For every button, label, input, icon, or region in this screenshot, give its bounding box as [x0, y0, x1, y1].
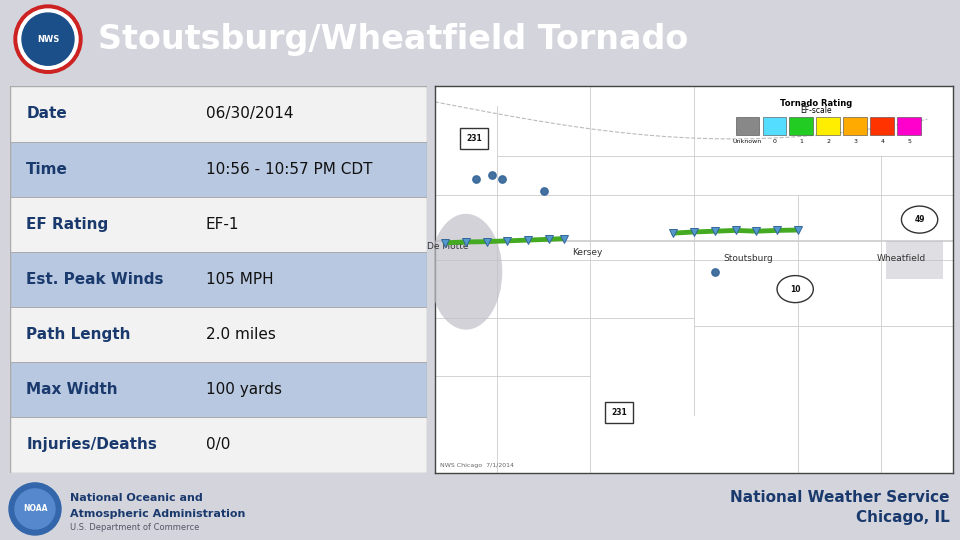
Text: Est. Peak Winds: Est. Peak Winds: [26, 272, 164, 287]
Text: Tornado Rating: Tornado Rating: [780, 99, 852, 107]
Text: Chicago, IL: Chicago, IL: [856, 510, 950, 525]
Text: 0/0: 0/0: [205, 437, 230, 453]
Bar: [871, 117, 894, 134]
Text: 5: 5: [907, 139, 911, 144]
Bar: [10, 141, 427, 197]
Text: 0: 0: [773, 139, 777, 144]
Text: Unknown: Unknown: [732, 139, 762, 144]
Ellipse shape: [430, 214, 502, 329]
Point: [494, 175, 510, 184]
Text: Injuries/Deaths: Injuries/Deaths: [26, 437, 157, 453]
Text: Wheatfield: Wheatfield: [876, 254, 926, 263]
Text: National Oceanic and: National Oceanic and: [70, 493, 203, 503]
Text: Path Length: Path Length: [26, 327, 131, 342]
Bar: [886, 241, 943, 280]
Text: 1: 1: [800, 139, 804, 144]
Text: Time: Time: [26, 161, 68, 177]
Bar: [735, 117, 759, 134]
Bar: [789, 117, 813, 134]
Bar: [10, 86, 427, 141]
Text: Stoutsburg/Wheatfield Tornado: Stoutsburg/Wheatfield Tornado: [98, 23, 688, 56]
Bar: [10, 197, 427, 252]
Circle shape: [15, 489, 55, 529]
Text: Kersey: Kersey: [572, 248, 603, 257]
Circle shape: [22, 13, 74, 65]
Circle shape: [777, 275, 813, 302]
Circle shape: [14, 5, 82, 73]
Text: Stoutsburg: Stoutsburg: [724, 254, 774, 263]
Text: Atmospheric Administration: Atmospheric Administration: [70, 509, 246, 519]
Text: 3: 3: [853, 139, 857, 144]
Point: [536, 186, 551, 195]
Bar: [605, 402, 634, 423]
Point: [708, 267, 723, 276]
Text: 10: 10: [790, 285, 801, 294]
Bar: [10, 362, 427, 417]
Text: NOAA: NOAA: [23, 504, 47, 514]
Text: National Weather Service: National Weather Service: [731, 490, 950, 505]
Bar: [460, 128, 488, 149]
Text: 105 MPH: 105 MPH: [205, 272, 274, 287]
Bar: [816, 117, 840, 134]
Text: 2.0 miles: 2.0 miles: [205, 327, 276, 342]
Text: 49: 49: [914, 215, 924, 224]
Text: 06/30/2014: 06/30/2014: [205, 106, 294, 122]
Circle shape: [901, 206, 938, 233]
Text: NWS Chicago  7/1/2014: NWS Chicago 7/1/2014: [440, 463, 514, 468]
Text: 10:56 - 10:57 PM CDT: 10:56 - 10:57 PM CDT: [205, 161, 372, 177]
Text: Max Width: Max Width: [26, 382, 118, 397]
Text: EF-scale: EF-scale: [801, 106, 832, 116]
Text: 231: 231: [611, 408, 627, 417]
Text: NWS: NWS: [36, 35, 60, 44]
Text: U.S. Department of Commerce: U.S. Department of Commerce: [70, 523, 200, 532]
Text: De Motte: De Motte: [427, 242, 468, 251]
Bar: [762, 117, 786, 134]
Text: Date: Date: [26, 106, 67, 122]
Bar: [10, 252, 427, 307]
Text: 2: 2: [827, 139, 830, 144]
Point: [484, 171, 499, 179]
Circle shape: [18, 9, 78, 69]
Bar: [898, 117, 921, 134]
Bar: [10, 307, 427, 362]
Text: 231: 231: [466, 134, 482, 143]
Point: [468, 175, 484, 184]
Bar: [10, 417, 427, 472]
Text: EF Rating: EF Rating: [26, 217, 108, 232]
Bar: [844, 117, 867, 134]
Text: EF-1: EF-1: [205, 217, 239, 232]
Text: 100 yards: 100 yards: [205, 382, 282, 397]
Circle shape: [9, 483, 61, 535]
Text: 4: 4: [880, 139, 884, 144]
